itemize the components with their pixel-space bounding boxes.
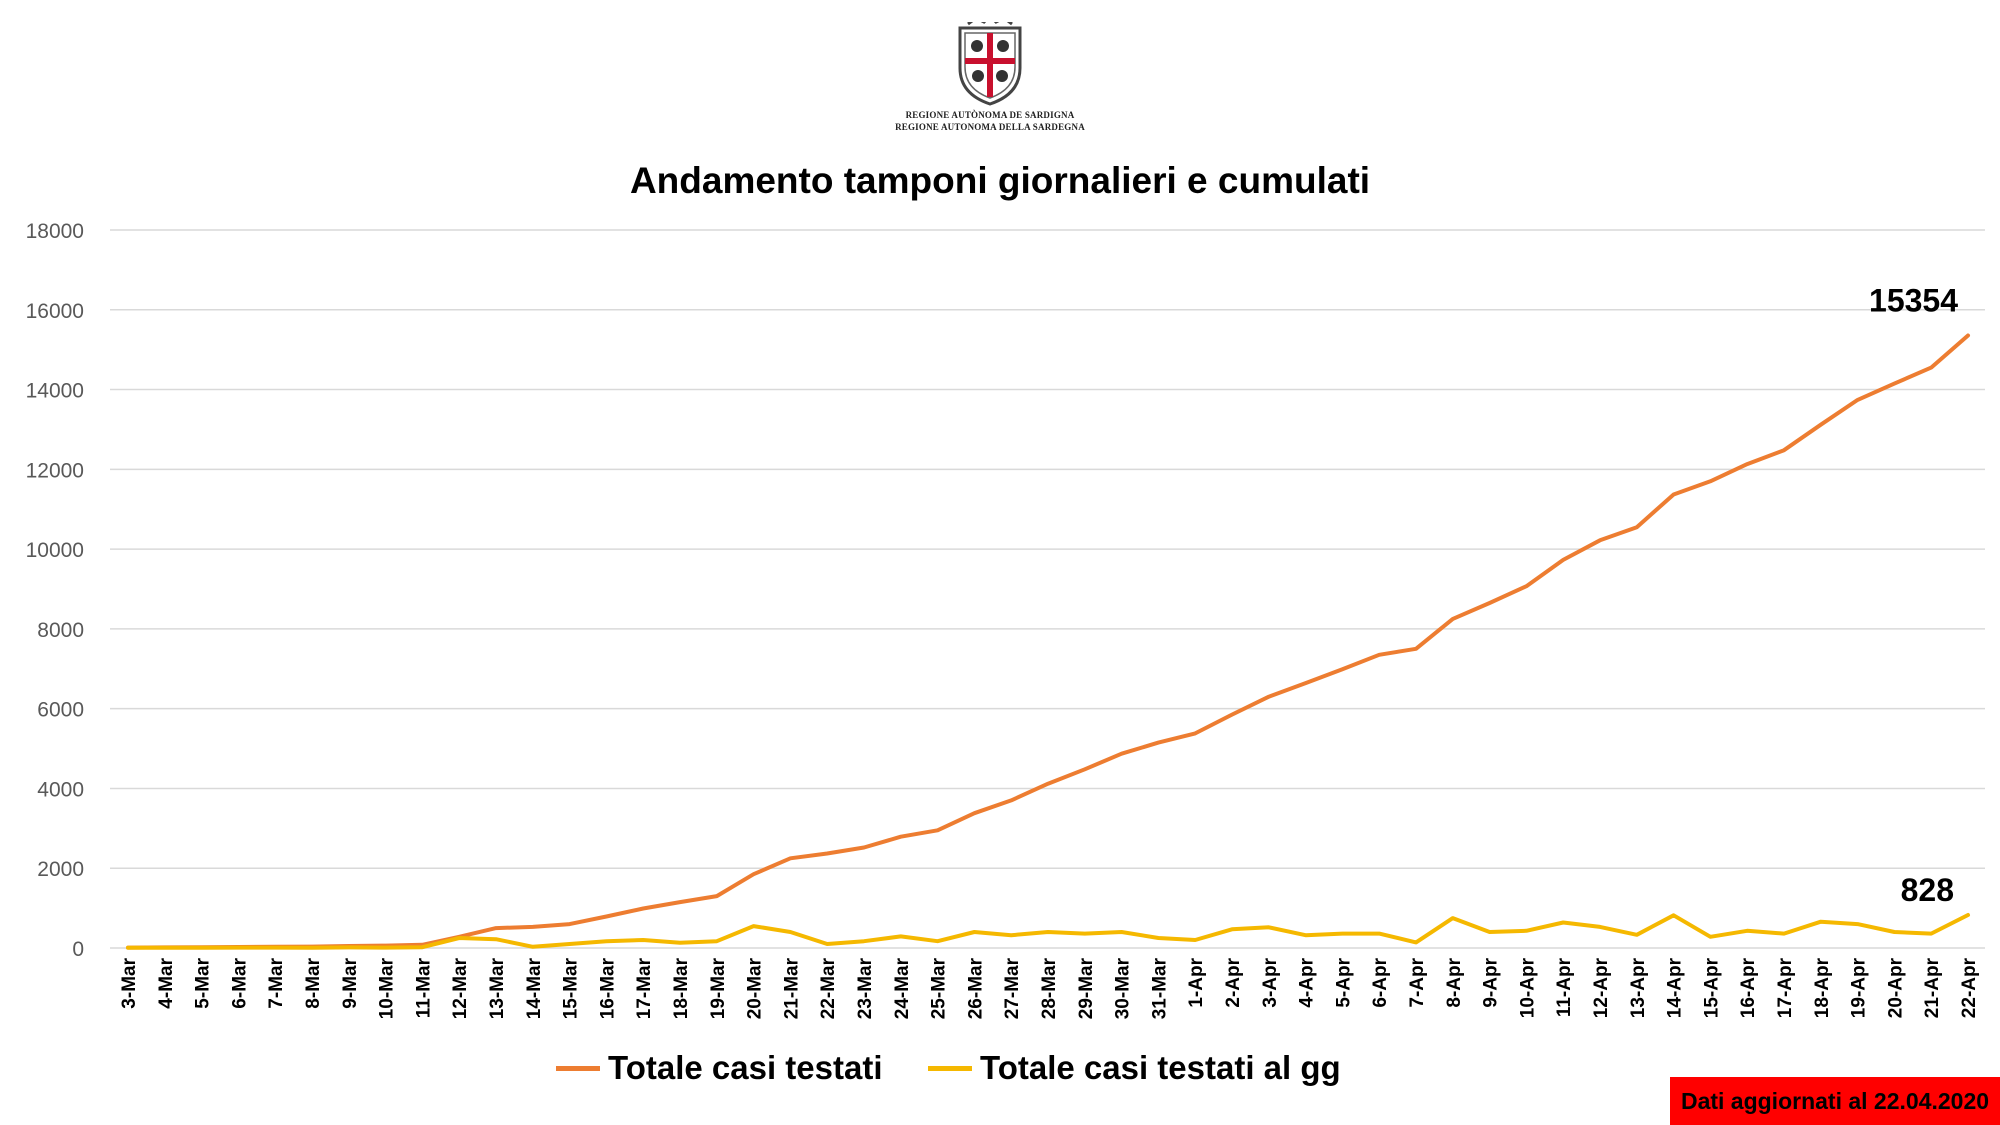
legend-item-daily: Totale casi testati al gg bbox=[928, 1048, 1341, 1088]
x-axis-ticks: 3-Mar 4-Mar 5-Mar 6-Mar 7-Mar 8-Mar 9-Mar 10-Ma… bbox=[119, 957, 1980, 1019]
x-tick-label: 5-Apr bbox=[1333, 957, 1354, 1007]
x-tick-label: 22-Mar bbox=[818, 957, 839, 1019]
x-tick-label: 25-Mar bbox=[929, 957, 950, 1019]
x-tick-label: 13-Apr bbox=[1628, 957, 1649, 1018]
x-tick-label: 19-Mar bbox=[708, 957, 729, 1019]
logo-line-2: REGIONE AUTONOMA DELLA SARDEGNA bbox=[895, 122, 1085, 132]
end-label-daily: 828 bbox=[1901, 872, 1954, 908]
updated-badge: Dati aggiornati al 22.04.2020 bbox=[1670, 1077, 2000, 1125]
x-tick-label: 20-Mar bbox=[745, 957, 766, 1019]
x-tick-label: 24-Mar bbox=[892, 957, 913, 1019]
x-tick-label: 20-Apr bbox=[1885, 957, 1906, 1018]
legend-label-daily: Totale casi testati al gg bbox=[980, 1049, 1341, 1086]
chart-title: Andamento tamponi giornalieri e cumulati bbox=[629, 160, 1371, 201]
x-tick-label: 6-Mar bbox=[229, 957, 250, 1008]
y-tick-label: 2000 bbox=[37, 858, 84, 881]
x-tick-label: 18-Mar bbox=[671, 957, 692, 1019]
x-tick-label: 30-Mar bbox=[1113, 957, 1134, 1019]
y-tick-label: 0 bbox=[72, 938, 84, 961]
x-tick-label: 17-Mar bbox=[634, 957, 655, 1019]
y-tick-label: 4000 bbox=[37, 778, 84, 801]
x-tick-label: 23-Mar bbox=[855, 957, 876, 1019]
x-tick-label: 8-Mar bbox=[303, 957, 324, 1008]
x-tick-label: 22-Apr bbox=[1959, 957, 1980, 1018]
x-tick-label: 14-Mar bbox=[524, 957, 545, 1019]
x-tick-label: 18-Apr bbox=[1812, 957, 1833, 1018]
x-tick-label: 9-Mar bbox=[340, 957, 361, 1008]
x-tick-label: 14-Apr bbox=[1665, 957, 1686, 1018]
x-tick-label: 7-Apr bbox=[1407, 957, 1428, 1007]
x-tick-label: 6-Apr bbox=[1370, 957, 1391, 1007]
legend-swatch-total bbox=[556, 1065, 600, 1071]
x-tick-label: 26-Mar bbox=[965, 957, 986, 1019]
y-tick-label: 6000 bbox=[37, 699, 84, 722]
x-tick-label: 4-Mar bbox=[156, 957, 177, 1008]
x-tick-label: 10-Apr bbox=[1517, 957, 1538, 1018]
x-tick-label: 3-Mar bbox=[119, 957, 140, 1008]
series-line-daily bbox=[126, 913, 1970, 950]
legend-item-total: Totale casi testati bbox=[556, 1048, 883, 1088]
logo-line-1: REGIONE AUTÒNOMA DE SARDIGNA bbox=[905, 110, 1075, 120]
y-tick-label: 14000 bbox=[26, 380, 84, 403]
x-tick-label: 15-Mar bbox=[561, 957, 582, 1019]
y-tick-label: 10000 bbox=[26, 539, 84, 562]
x-tick-label: 28-Mar bbox=[1039, 957, 1060, 1019]
x-tick-label: 21-Apr bbox=[1922, 957, 1943, 1018]
x-tick-label: 27-Mar bbox=[1002, 957, 1023, 1019]
x-tick-label: 10-Mar bbox=[377, 957, 398, 1019]
x-tick-label: 11-Mar bbox=[413, 957, 434, 1018]
x-tick-label: 19-Apr bbox=[1849, 957, 1870, 1018]
x-tick-label: 16-Apr bbox=[1738, 957, 1759, 1018]
x-tick-label: 7-Mar bbox=[266, 957, 287, 1008]
y-tick-label: 18000 bbox=[26, 220, 84, 243]
y-tick-label: 12000 bbox=[26, 459, 84, 482]
x-tick-label: 11-Apr bbox=[1554, 957, 1575, 1017]
x-tick-label: 16-Mar bbox=[597, 957, 618, 1019]
legend-swatch-daily bbox=[928, 1065, 972, 1071]
x-tick-label: 21-Mar bbox=[781, 957, 802, 1019]
series-lines bbox=[126, 333, 1970, 950]
legend-label-total: Totale casi testati bbox=[608, 1049, 883, 1086]
x-tick-label: 12-Mar bbox=[450, 957, 471, 1019]
x-tick-label: 29-Mar bbox=[1076, 957, 1097, 1019]
x-tick-label: 4-Apr bbox=[1297, 957, 1318, 1007]
x-tick-label: 5-Mar bbox=[193, 957, 214, 1008]
x-tick-label: 1-Apr bbox=[1186, 957, 1207, 1007]
x-tick-label: 12-Apr bbox=[1591, 957, 1612, 1018]
end-label-total: 15354 bbox=[1869, 283, 1958, 319]
x-tick-label: 9-Apr bbox=[1481, 957, 1502, 1007]
x-tick-label: 3-Apr bbox=[1260, 957, 1281, 1007]
x-tick-label: 8-Apr bbox=[1444, 957, 1465, 1007]
y-tick-label: 8000 bbox=[37, 619, 84, 642]
y-axis-ticks: 0 2000 4000 6000 8000 10000 12000 14000 16000 180… bbox=[26, 220, 84, 961]
x-tick-label: 13-Mar bbox=[487, 957, 508, 1019]
end-labels: 15354 828 bbox=[1869, 283, 1958, 908]
y-tick-label: 16000 bbox=[26, 300, 84, 323]
x-tick-label: 15-Apr bbox=[1701, 957, 1722, 1018]
gridlines bbox=[110, 229, 1985, 949]
x-tick-label: 17-Apr bbox=[1775, 957, 1796, 1018]
x-tick-label: 31-Mar bbox=[1149, 957, 1170, 1019]
series-line-total bbox=[126, 333, 1970, 950]
x-tick-label: 2-Apr bbox=[1223, 957, 1244, 1007]
